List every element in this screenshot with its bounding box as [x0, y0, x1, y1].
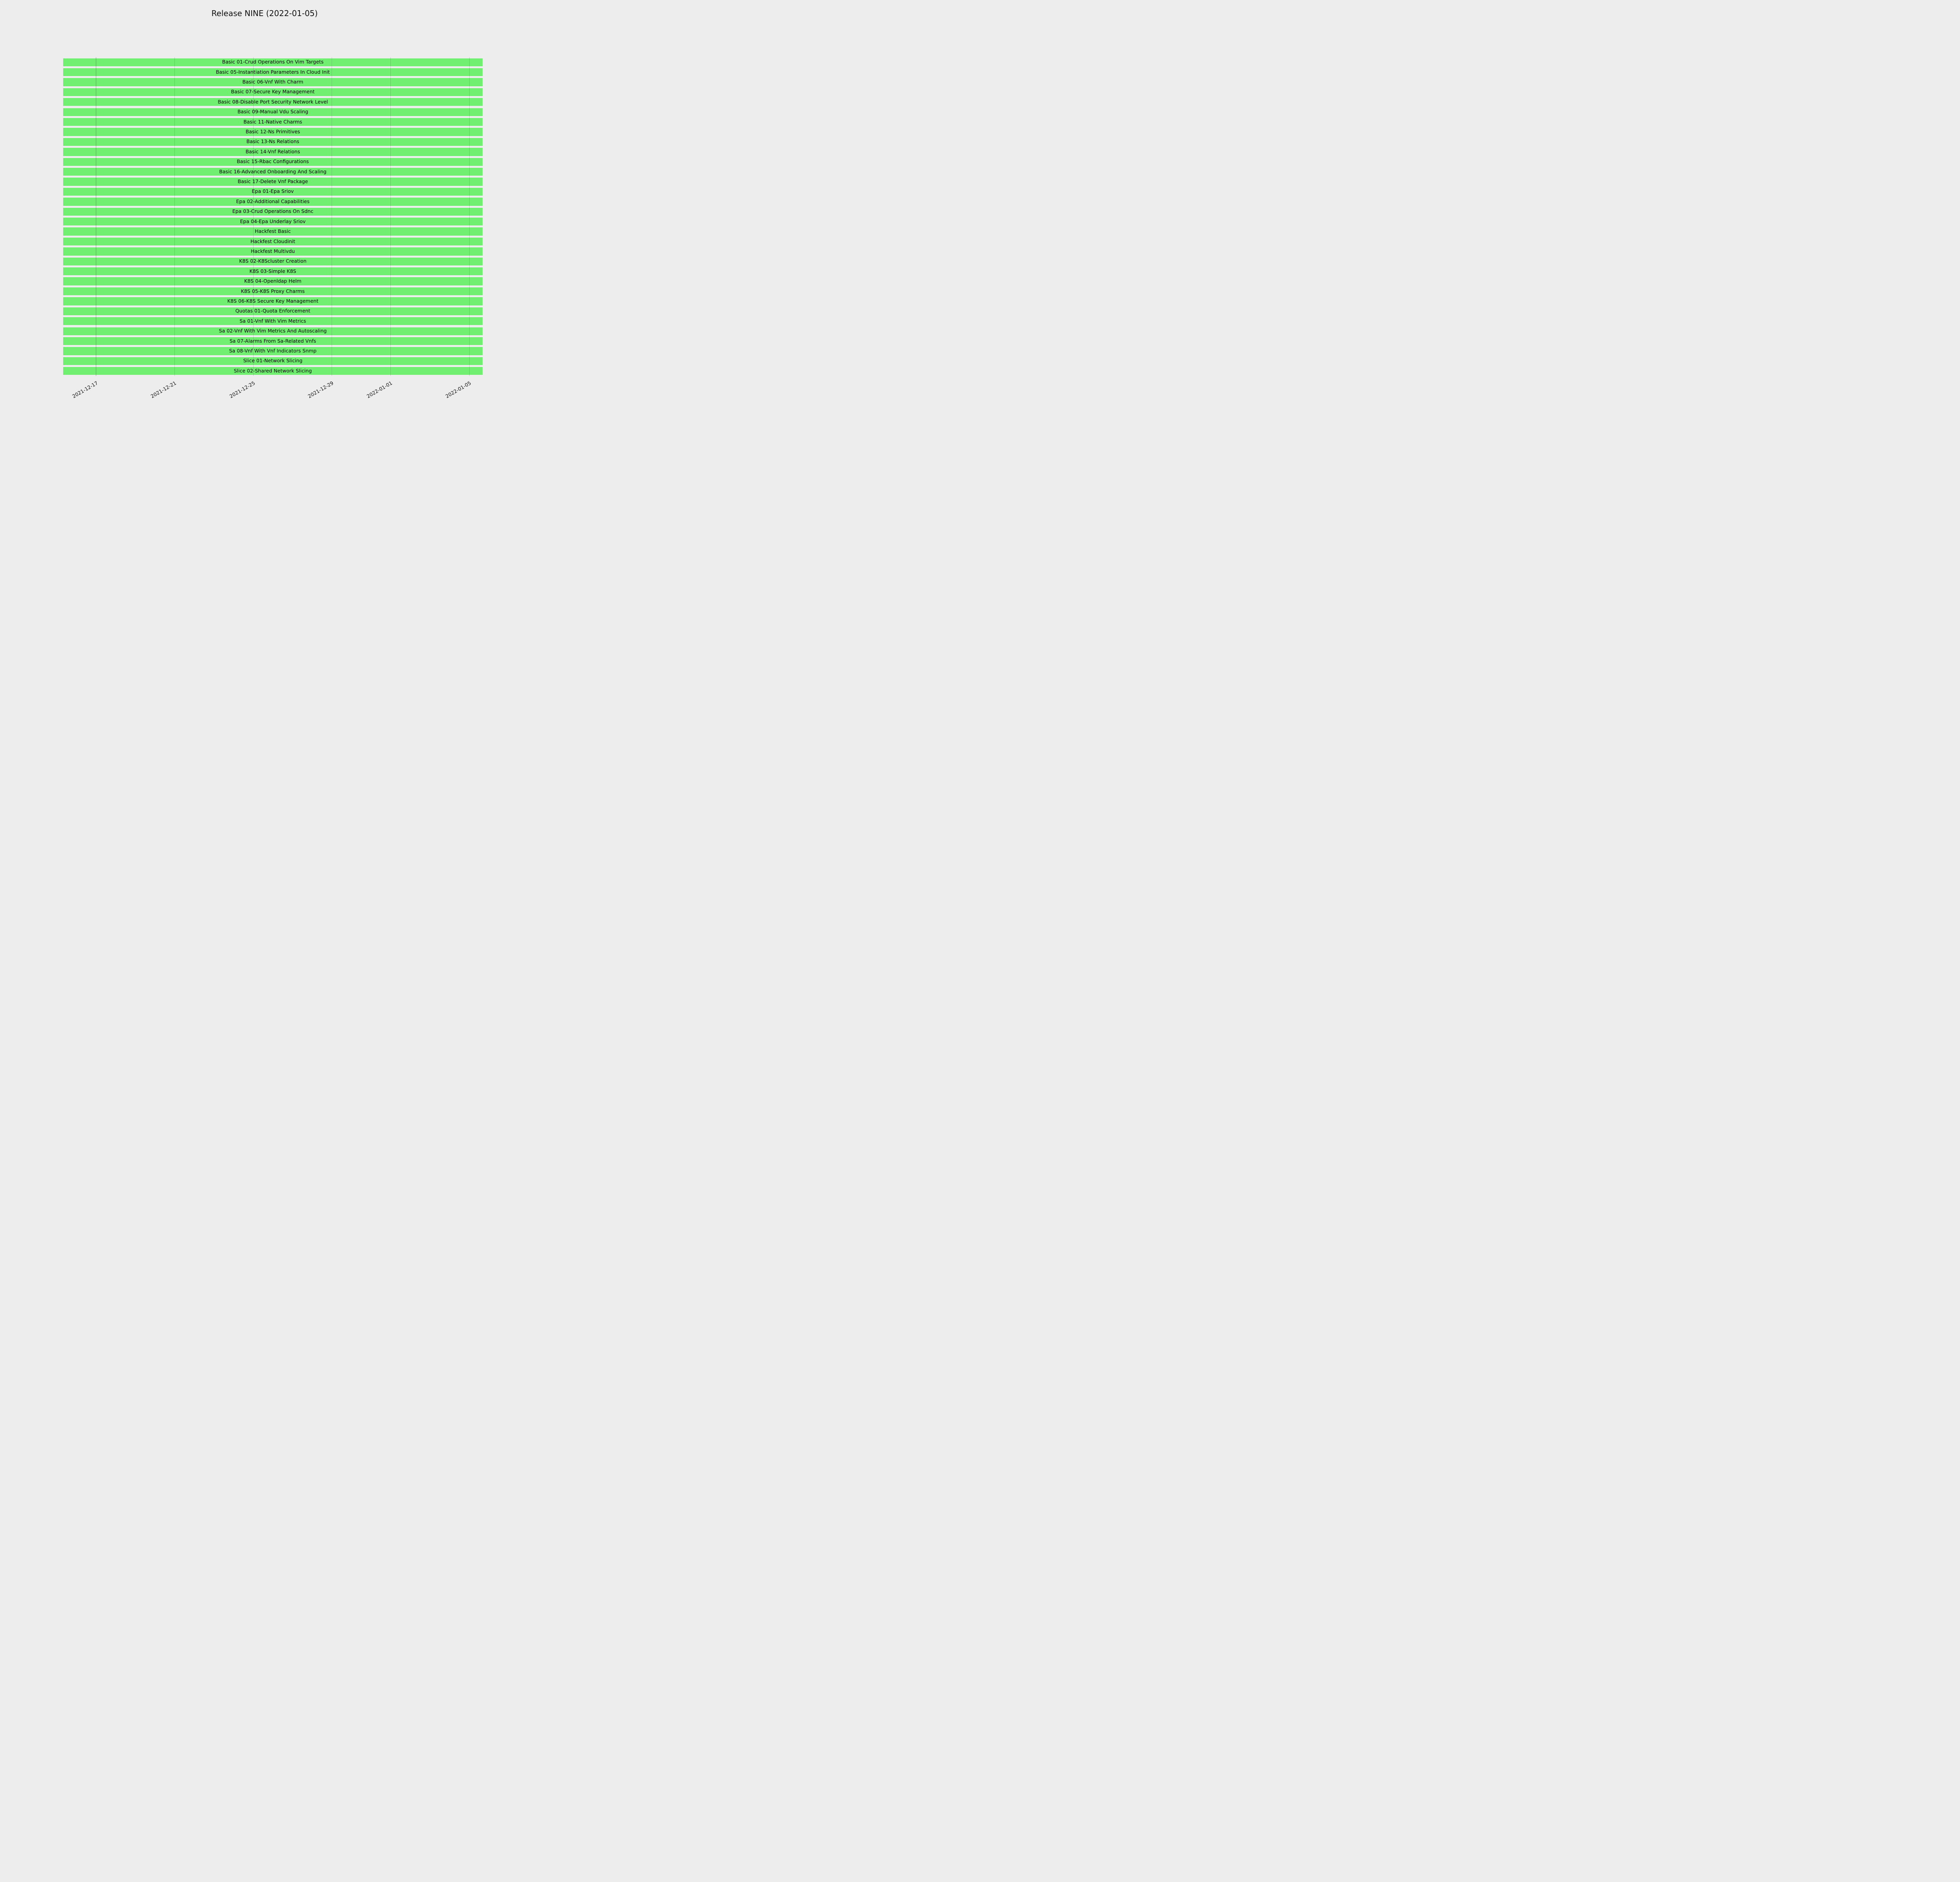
- gridline: [174, 57, 175, 376]
- bar-label: Epa 01-Epa Sriov: [252, 188, 294, 194]
- bar-label: Basic 08-Disable Port Security Network L…: [218, 98, 328, 105]
- bar-label: Hackfest Basic: [255, 228, 291, 234]
- bar-label: Sa 01-Vnf With Vim Metrics: [240, 318, 306, 324]
- bar-label: Epa 03-Crud Operations On Sdnc: [232, 208, 314, 214]
- gantt-bar: [63, 337, 483, 345]
- gantt-bar: [63, 307, 483, 315]
- chart-title: Release NINE (2022-01-05): [211, 9, 318, 18]
- gantt-bar: [63, 367, 483, 375]
- bar-label: Slice 01-Network Slicing: [243, 358, 303, 364]
- bar-label: K8S 02-K8Scluster Creation: [239, 258, 307, 264]
- gantt-bar: [63, 128, 483, 136]
- gantt-bar: [63, 138, 483, 146]
- gantt-bar: [63, 327, 483, 335]
- bar-label: Sa 07-Alarms From Sa-Related Vnfs: [229, 338, 316, 344]
- gantt-bar: [63, 237, 483, 246]
- gantt-bar: [63, 257, 483, 265]
- bar-label: Epa 04-Epa Underlay Sriov: [240, 218, 306, 224]
- gantt-bar: [63, 58, 483, 66]
- gantt-bar: [63, 198, 483, 206]
- plot-area: Basic 01-Crud Operations On Vim Targets B…: [63, 57, 483, 399]
- gridline: [253, 57, 254, 376]
- gantt-bar: [63, 148, 483, 156]
- gantt-bar: [63, 227, 483, 236]
- bar-label: Basic 13-Ns Relations: [246, 138, 299, 145]
- bar-label: Basic 12-Ns Primitives: [245, 129, 300, 135]
- x-tick-label: 2021-12-29: [307, 380, 335, 400]
- gantt-bar: [63, 218, 483, 226]
- x-tick-label: 2022-01-05: [444, 380, 472, 400]
- gantt-chart-figure: Release NINE (2022-01-05) Basic 01-Crud …: [0, 0, 529, 470]
- gantt-bar: [63, 187, 483, 196]
- gantt-bar: [63, 118, 483, 126]
- bar-label: Basic 15-Rbac Configurations: [237, 158, 309, 165]
- gantt-bar: [63, 158, 483, 166]
- bar-label: Basic 16-Advanced Onboarding And Scaling: [219, 168, 327, 174]
- bar-label: K8S 06-K8S Secure Key Management: [227, 298, 319, 304]
- gantt-bar: [63, 108, 483, 116]
- gantt-bar: [63, 267, 483, 276]
- gantt-bar: [63, 168, 483, 176]
- bar-label: Epa 02-Additional Capabilities: [236, 198, 310, 204]
- gantt-bar: [63, 297, 483, 305]
- gantt-bar: [63, 357, 483, 365]
- gantt-bar: [63, 68, 483, 76]
- gantt-bar: [63, 78, 483, 86]
- bar-label: Slice 02-Shared Network Slicing: [234, 367, 312, 374]
- gantt-bar: [63, 178, 483, 186]
- bar-label: Quotas 01-Quota Enforcement: [235, 308, 310, 314]
- gridline: [469, 57, 470, 376]
- bar-label: Basic 01-Crud Operations On Vim Targets: [222, 59, 324, 65]
- bar-label: Basic 17-Delete Vnf Package: [238, 178, 308, 185]
- bar-label: Sa 02-Vnf With Vim Metrics And Autoscali…: [219, 328, 327, 334]
- bar-label: K8S 05-K8S Proxy Charms: [241, 288, 305, 294]
- gantt-bar: [63, 98, 483, 106]
- x-tick-label: 2021-12-21: [149, 380, 178, 400]
- gantt-bar: [63, 277, 483, 285]
- x-tick-label: 2022-01-01: [365, 380, 394, 400]
- gridline: [390, 57, 391, 376]
- bar-label: K8S 03-Simple K8S: [249, 268, 296, 274]
- bar-label: Hackfest Cloudinit: [250, 238, 296, 244]
- bar-label: K8S 04-Openldap Helm: [244, 278, 301, 284]
- bar-label: Basic 14-Vnf Relations: [245, 148, 300, 154]
- bar-label: Basic 06-Vnf With Charm: [242, 79, 303, 85]
- bar-label: Sa 08-Vnf With Vnf Indicators Snmp: [229, 347, 317, 354]
- bar-label: Basic 09-Manual Vdu Scaling: [237, 109, 309, 115]
- gantt-bar: [63, 88, 483, 96]
- gantt-bar: [63, 347, 483, 355]
- bar-label: Basic 07-Secure Key Management: [231, 89, 315, 95]
- gantt-bar: [63, 247, 483, 256]
- bar-label: Basic 05-Instantiation Parameters In Clo…: [216, 69, 330, 75]
- x-tick-label: 2021-12-25: [228, 380, 256, 400]
- gantt-bar: [63, 287, 483, 296]
- bar-label: Basic 11-Native Charms: [243, 118, 302, 125]
- bar-label: Hackfest Multivdu: [250, 248, 295, 254]
- x-tick-label: 2021-12-17: [71, 380, 99, 400]
- gantt-bar: [63, 317, 483, 325]
- gantt-bar: [63, 207, 483, 216]
